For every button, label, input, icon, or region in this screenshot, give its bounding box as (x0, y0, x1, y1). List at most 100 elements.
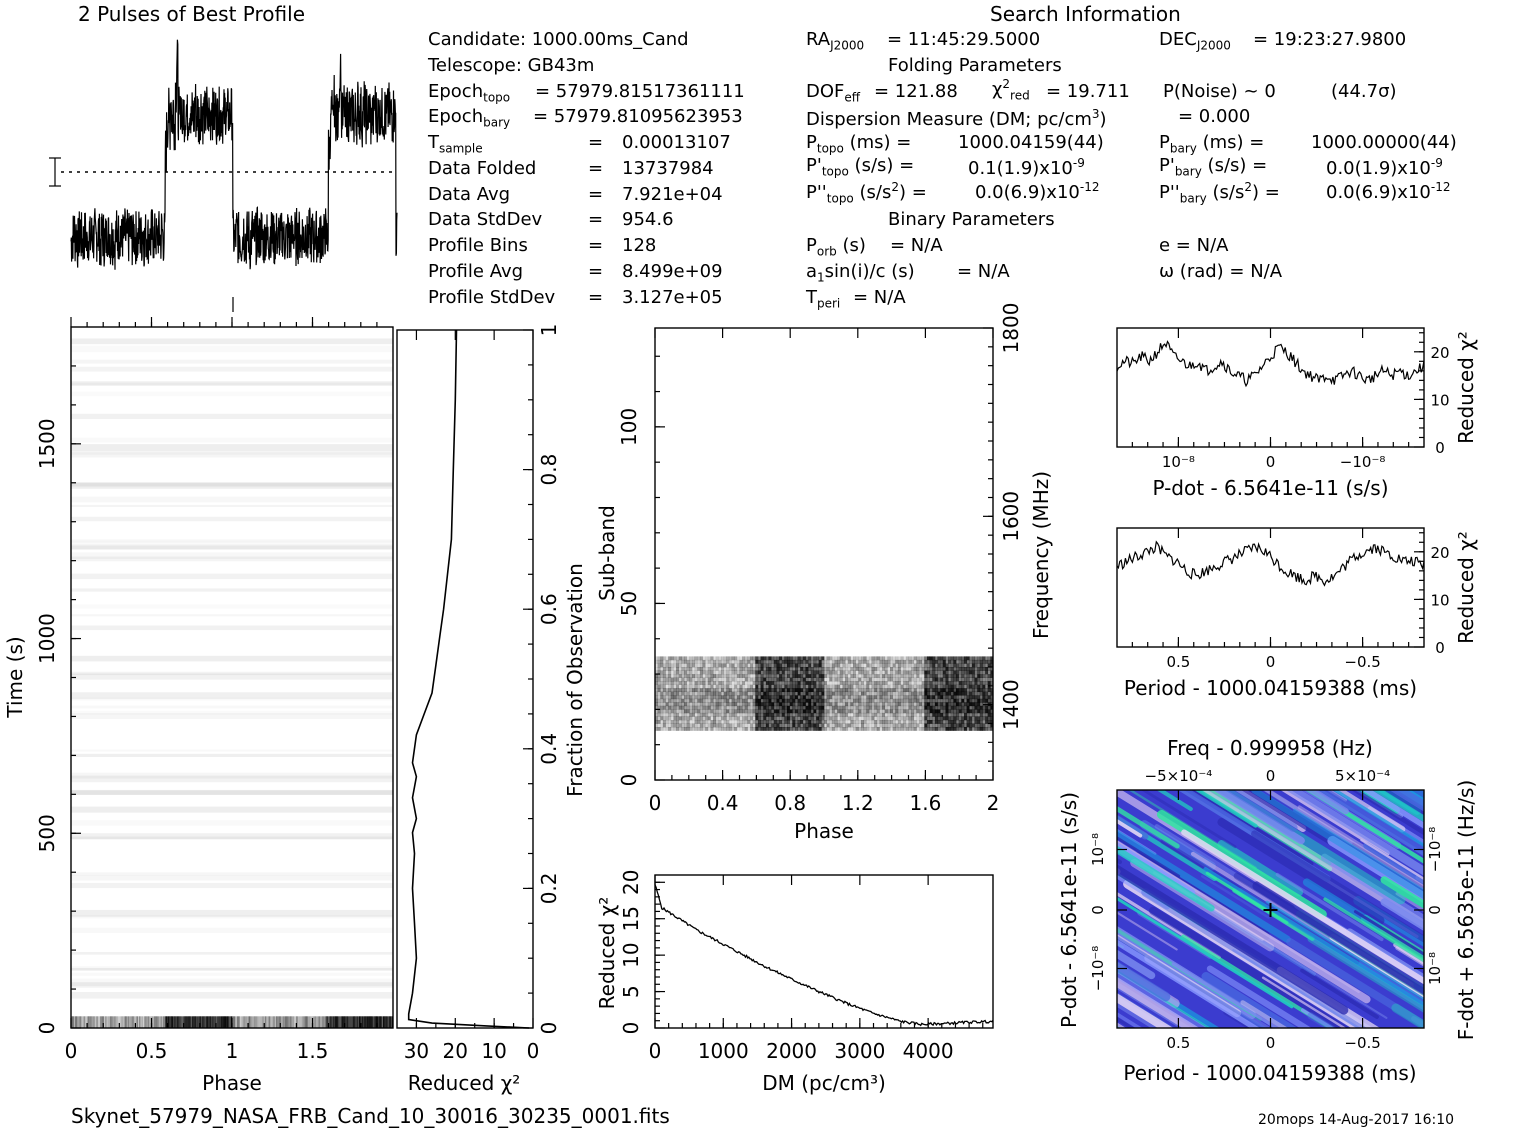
heatmap-cell (699, 723, 703, 728)
heatmap-cell (876, 670, 880, 675)
heatmap-cell (728, 727, 732, 731)
heatmap-cell (728, 723, 732, 728)
heatmap-cell (977, 670, 981, 675)
heatmap-cell (956, 663, 959, 668)
heatmap-cell (765, 659, 769, 664)
heatmap-cell (699, 716, 703, 721)
heatmap-cell (847, 709, 851, 714)
heatmap-cell (765, 702, 769, 707)
heatmap-cell (739, 670, 743, 675)
heatmap-cell (808, 716, 812, 721)
heatmap-cell (662, 688, 666, 693)
p-bary-value: 1000.00000(44) (1311, 132, 1457, 153)
heatmap-cell (971, 670, 975, 675)
heatmap-cell (710, 727, 714, 731)
heatmap-cell (723, 684, 727, 689)
heatmap-cell (845, 727, 849, 731)
heatmap-cell (829, 723, 833, 728)
heatmap-cell (882, 720, 886, 724)
heatmap-cell (795, 695, 798, 700)
heatmap-cell (911, 723, 915, 728)
heatmap-cell (773, 659, 777, 664)
heatmap-cell (948, 709, 952, 714)
heatmap-cell (945, 670, 949, 675)
heatmap-cell (868, 684, 872, 689)
heatmap-cell (826, 656, 830, 661)
heatmap-cell (824, 698, 827, 703)
heatmap-cell (897, 705, 901, 710)
heatmap-cell (847, 677, 851, 682)
heatmap-cell (866, 723, 870, 728)
heatmap-cell (974, 667, 978, 671)
heatmap-cell (861, 720, 864, 724)
heatmap-cell (345, 1016, 347, 1028)
heatmap-cell (739, 723, 743, 728)
heatmap-row (71, 992, 393, 999)
heatmap-cell (808, 688, 812, 693)
heatmap-cell (723, 723, 727, 728)
heatmap-cell (966, 720, 970, 724)
heatmap-cell (681, 663, 685, 668)
heatmap-cell (739, 712, 743, 717)
heatmap-cell (911, 663, 915, 668)
heatmap-cell (77, 1016, 79, 1028)
heatmap-cell (982, 674, 986, 678)
heatmap-cell (765, 688, 769, 693)
heatmap-cell (813, 705, 817, 710)
heatmap-cell (771, 720, 775, 724)
heatmap-cell (810, 702, 814, 707)
heatmap-cell (911, 695, 915, 700)
heatmap-cell (225, 1016, 228, 1028)
heatmap-row (71, 836, 393, 840)
heatmap-cell (771, 695, 775, 700)
heatmap-cell (916, 702, 920, 707)
heatmap-cell (670, 727, 674, 731)
heatmap-cell (707, 695, 711, 700)
heatmap-cell (744, 705, 748, 710)
heatmap-cell (821, 727, 825, 731)
heatmap-cell (979, 663, 983, 668)
heatmap-row (71, 381, 393, 386)
heatmap-cell (937, 723, 941, 728)
heatmap-cell (974, 705, 978, 710)
heatmap-cell (977, 691, 981, 696)
heatmap-cell (760, 670, 764, 675)
heatmap-cell (765, 705, 769, 710)
heatmap-cell (853, 720, 856, 724)
heatmap-streak (1201, 972, 1298, 1028)
heatmap-cell (710, 659, 714, 664)
heatmap-cell (723, 681, 727, 685)
heatmap-cell (866, 691, 870, 696)
heatmap-cell (665, 698, 669, 703)
heatmap-cell (940, 681, 944, 685)
heatmap-cell (723, 656, 727, 661)
heatmap-cell (789, 709, 793, 714)
heatmap-cell (697, 667, 701, 671)
heatmap-cell (185, 1016, 188, 1028)
heatmap-streak (1380, 876, 1424, 909)
heatmap-cell (736, 720, 740, 724)
search-info-title: Search Information (990, 2, 1181, 26)
heatmap-cell (684, 709, 687, 714)
heatmap-cell (318, 1016, 321, 1028)
heatmap-cell (971, 656, 975, 661)
heatmap-cell (668, 716, 672, 721)
heatmap-cell (744, 702, 748, 707)
heatmap-cell (861, 702, 864, 707)
pd-topo-label: P'topo (s/s) = (806, 155, 915, 179)
heatmap-cell (940, 702, 944, 707)
heatmap-cell (702, 727, 706, 731)
heatmap-cell (678, 705, 682, 710)
heatmap-cell (760, 667, 764, 671)
heatmap-cell (726, 698, 730, 703)
heatmap-cell (948, 720, 952, 724)
heatmap-cell (755, 712, 759, 717)
heatmap-cell (937, 702, 941, 707)
heatmap-cell (758, 674, 761, 678)
heatmap-cell (742, 723, 746, 728)
heatmap-cell (768, 670, 772, 675)
heatmap-cell (713, 705, 717, 710)
heatmap-cell (890, 656, 893, 661)
heatmap-cell (971, 663, 975, 668)
heatmap-cell (784, 723, 788, 728)
